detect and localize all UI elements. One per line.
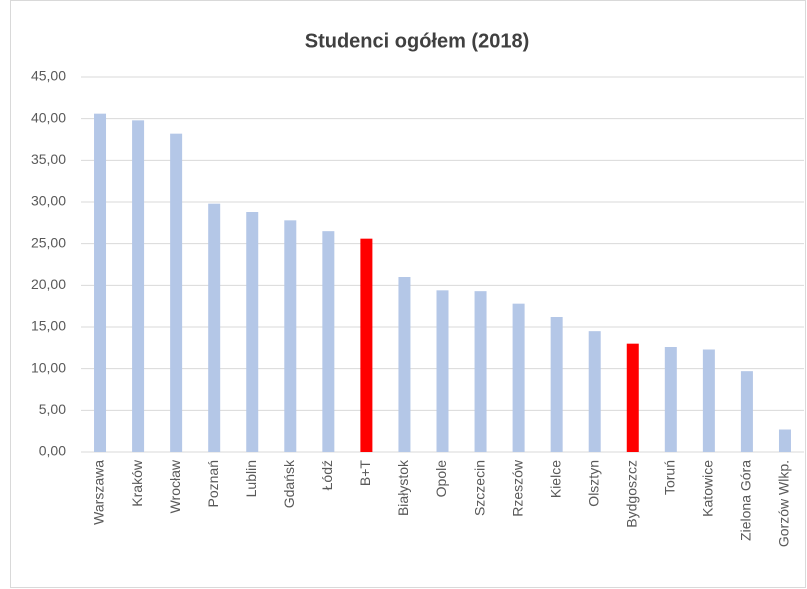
bar <box>208 203 221 452</box>
x-tick-label: Katowice <box>700 460 716 517</box>
x-tick-label: Gdańsk <box>281 459 297 508</box>
y-tick-label: 20,00 <box>31 276 66 292</box>
bar <box>436 290 449 452</box>
x-tick-label: Wrocław <box>167 459 183 513</box>
chart-title: Studenci ogółem (2018) <box>305 30 530 52</box>
y-tick-label: 35,00 <box>31 151 66 167</box>
bar <box>664 347 677 452</box>
x-tick-label: Olsztyn <box>585 460 601 507</box>
y-tick-label: 40,00 <box>31 109 66 125</box>
bar <box>360 238 373 452</box>
bar <box>740 371 753 452</box>
x-tick-label: B+T <box>357 460 373 487</box>
bar <box>474 291 487 452</box>
x-tick-label: Kraków <box>129 459 145 507</box>
x-tick-label: Poznań <box>205 460 221 507</box>
x-tick-label: Białystok <box>395 459 411 516</box>
bar <box>588 331 601 452</box>
bar <box>512 303 525 452</box>
x-tick-label: Szczecin <box>471 460 487 516</box>
bar <box>322 231 335 452</box>
y-tick-label: 45,00 <box>31 68 66 84</box>
x-tick-label: Lublin <box>243 460 259 497</box>
y-tick-label: 0,00 <box>39 443 66 459</box>
x-tick-label: Warszawa <box>91 460 107 525</box>
x-tick-label: Łódź <box>319 460 335 490</box>
x-tick-label: Gorzów Wlkp. <box>776 460 792 547</box>
bar <box>702 349 715 452</box>
y-tick-label: 10,00 <box>31 359 66 375</box>
x-tick-label: Rzeszów <box>509 459 525 517</box>
x-tick-label: Kielce <box>547 460 563 498</box>
y-tick-label: 15,00 <box>31 318 66 334</box>
bar <box>170 133 183 452</box>
bar <box>132 120 145 452</box>
x-tick-label: Opole <box>433 460 449 498</box>
x-tick-label: Bydgoszcz <box>623 460 639 528</box>
bar <box>550 317 563 452</box>
y-tick-label: 30,00 <box>31 193 66 209</box>
x-tick-label: Toruń <box>662 460 678 495</box>
bar <box>398 277 411 452</box>
x-tick-label: Zielona Góra <box>738 460 754 541</box>
bar <box>284 220 297 452</box>
bar <box>246 212 259 452</box>
bar <box>626 343 639 452</box>
y-tick-label: 25,00 <box>31 234 66 250</box>
bar <box>94 113 107 453</box>
y-tick-label: 5,00 <box>39 401 66 417</box>
bar <box>778 429 791 452</box>
